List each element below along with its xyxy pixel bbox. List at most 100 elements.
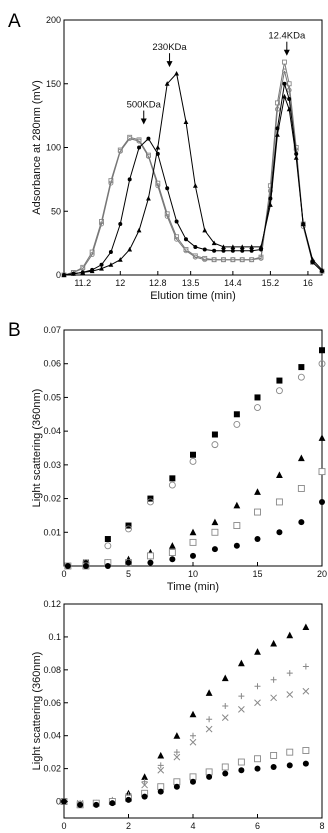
data-point — [108, 262, 114, 267]
data-point — [286, 691, 294, 698]
annotation: 230KDa — [152, 42, 187, 68]
data-point — [155, 144, 161, 150]
data-point — [189, 738, 197, 746]
data-point — [287, 97, 292, 102]
data-point — [137, 145, 142, 150]
x-tick-label: 2 — [126, 821, 131, 831]
data-point — [108, 250, 113, 255]
data-point — [282, 59, 287, 65]
data-point — [141, 778, 148, 785]
data-point — [221, 244, 226, 249]
data-point — [298, 364, 305, 371]
x-tick-label: 16 — [303, 278, 313, 288]
annotation: 12.4KDa — [268, 31, 306, 56]
data-point — [155, 183, 161, 189]
series-cross — [60, 687, 310, 807]
data-point — [173, 749, 180, 756]
y-tick-label: 0.02 — [43, 494, 61, 504]
data-point — [174, 219, 179, 224]
data-point — [237, 659, 245, 667]
x-tick-label: 14.4 — [224, 278, 242, 288]
y-tick-label: 0 — [56, 270, 61, 280]
data-point — [157, 766, 165, 774]
data-point — [270, 763, 277, 770]
data-point — [267, 188, 273, 194]
data-point — [254, 404, 261, 411]
data-point — [99, 262, 104, 267]
data-point — [89, 252, 95, 258]
data-point — [61, 798, 67, 805]
data-point — [270, 751, 278, 759]
x-tick-label: 15 — [252, 569, 262, 579]
x-tick-label: 12.8 — [149, 278, 167, 288]
data-point — [238, 706, 245, 713]
data-point — [190, 778, 196, 785]
data-point — [221, 763, 229, 771]
x-tick-label: 0 — [61, 569, 66, 579]
data-point — [70, 271, 76, 276]
data-point — [258, 244, 264, 249]
data-point — [286, 87, 292, 93]
x-tick-label: 20 — [317, 569, 327, 579]
data-point — [168, 549, 176, 556]
data-point — [127, 246, 133, 252]
data-point — [237, 758, 245, 766]
data-point — [254, 765, 261, 772]
data-point — [254, 488, 261, 495]
data-point — [146, 498, 154, 506]
data-point — [118, 222, 123, 226]
data-point — [319, 347, 325, 354]
y-tick-label: 50 — [51, 206, 61, 216]
data-point — [286, 106, 292, 112]
data-point — [189, 710, 197, 718]
data-point — [254, 755, 261, 763]
data-point — [183, 119, 189, 124]
series-filled-square — [64, 347, 325, 569]
annotation-label: 12.4KDa — [268, 31, 306, 42]
data-point — [282, 93, 287, 99]
data-point — [64, 563, 71, 569]
data-point — [254, 536, 261, 543]
y-tick-label: 0.05 — [43, 392, 61, 402]
data-point — [190, 451, 196, 458]
data-point — [108, 180, 114, 186]
y-tick-label: 0.03 — [43, 460, 61, 470]
y-tick-label: 0.02 — [43, 764, 61, 774]
data-point — [193, 244, 198, 249]
data-point — [302, 623, 310, 631]
data-point — [297, 454, 305, 462]
data-point — [211, 431, 218, 438]
data-point — [233, 411, 240, 418]
x-tick-label: 4 — [190, 821, 195, 831]
data-point — [146, 136, 151, 141]
data-point — [238, 767, 245, 774]
data-point — [233, 501, 241, 509]
data-point — [254, 394, 261, 401]
data-point — [318, 434, 326, 441]
data-point — [99, 221, 104, 227]
data-point — [249, 257, 255, 263]
data-point — [190, 732, 196, 739]
series-line — [63, 61, 323, 276]
y-tick-label: 0.06 — [43, 359, 61, 369]
data-point — [146, 195, 151, 201]
data-point — [145, 153, 151, 159]
data-point — [157, 751, 165, 759]
data-point — [190, 552, 196, 559]
data-point — [276, 377, 283, 384]
data-point — [302, 687, 310, 695]
data-point — [300, 221, 306, 226]
data-point — [164, 81, 170, 86]
data-point — [302, 747, 310, 754]
data-point — [230, 248, 235, 253]
x-tick-label: 0 — [61, 821, 66, 831]
annotation-label: 230KDa — [152, 42, 187, 53]
data-point — [230, 244, 236, 249]
series-filled-circle — [61, 760, 309, 808]
y-tick-label: 0.12 — [43, 599, 61, 609]
data-point — [109, 800, 116, 807]
data-point — [302, 760, 309, 767]
series-filled-triangle — [61, 70, 325, 277]
